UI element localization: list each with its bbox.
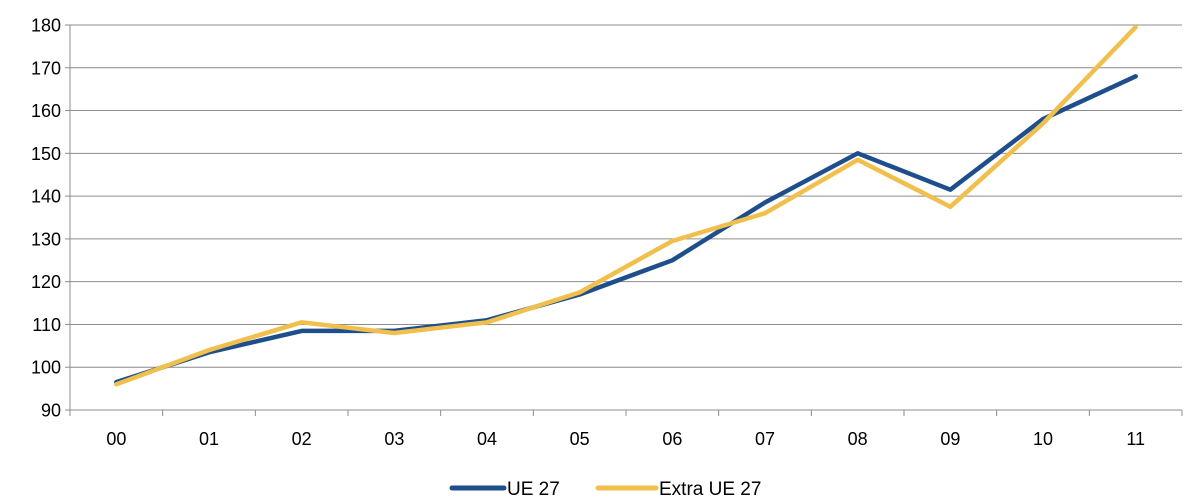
y-tick-labels: 90 100 110 120 130 140 150 160 170 180 [31, 16, 61, 421]
x-tick-label: 11 [1126, 429, 1145, 449]
series-line-0 [114, 74, 1138, 385]
x-tick-label: 01 [199, 429, 219, 449]
axes [65, 24, 1183, 416]
series-line-1 [114, 24, 1138, 387]
legend-label-1: Extra UE 27 [659, 479, 761, 498]
x-tick-label: 00 [106, 429, 126, 449]
y-tick-label: 100 [31, 358, 61, 378]
x-tick-label: 02 [292, 429, 312, 449]
x-tick-label: 06 [662, 429, 682, 449]
y-tick-label: 180 [31, 16, 61, 36]
y-tick-label: 110 [32, 315, 61, 335]
x-tick-label: 03 [384, 429, 404, 449]
y-tick-label: 160 [31, 101, 61, 121]
legend-label-0: UE 27 [507, 479, 560, 498]
y-tick-label: 170 [31, 58, 61, 78]
x-tick-labels: 00 01 02 03 04 05 06 07 08 09 10 11 [106, 429, 1145, 449]
y-tick-label: 90 [41, 401, 61, 421]
legend: UE 27 Extra UE 27 [449, 479, 761, 500]
x-tick-label: 05 [570, 429, 590, 449]
series-lines [114, 24, 1138, 387]
y-tick-label: 120 [31, 272, 61, 292]
y-tick-label: 150 [31, 144, 61, 164]
x-tick-label: 08 [848, 429, 868, 449]
y-tick-label: 140 [31, 187, 61, 207]
x-tick-label: 09 [940, 429, 960, 449]
x-tick-label: 07 [755, 429, 775, 449]
x-tick-label: 04 [477, 429, 497, 449]
x-tick-label: 10 [1033, 429, 1053, 449]
gridlines [70, 24, 1182, 368]
y-tick-label: 130 [31, 229, 61, 249]
